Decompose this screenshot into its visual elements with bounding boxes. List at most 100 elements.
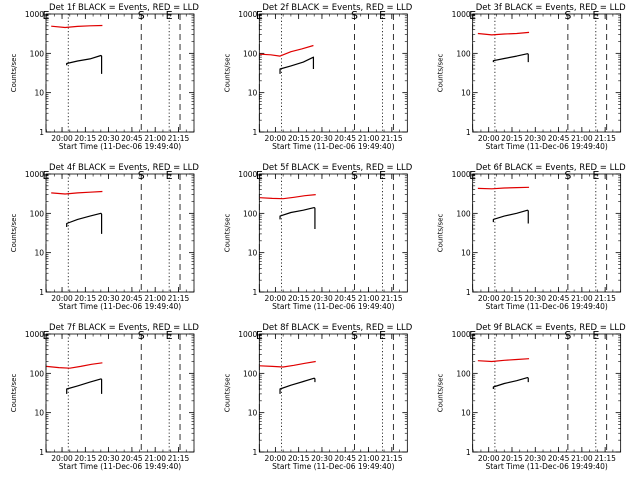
- lld-rate-line: [477, 31, 530, 36]
- plot-frame: [45, 13, 195, 133]
- time-marker-label: E: [469, 329, 476, 342]
- event-rate-line: [66, 378, 103, 394]
- x-tick-label: 20:15: [501, 134, 523, 143]
- x-axis-label: Start Time (11-Dec-06 19:49:40): [59, 302, 181, 311]
- x-tick-label: 20:15: [501, 294, 523, 303]
- time-marker-label: S: [564, 169, 571, 182]
- x-tick-label: 20:45: [121, 294, 143, 303]
- y-tick-label: 100: [30, 49, 45, 58]
- x-tick-label: 20:15: [288, 134, 310, 143]
- x-tick-label: 20:45: [548, 294, 570, 303]
- x-tick-label: 21:15: [594, 454, 616, 463]
- y-tick-label: 1000: [25, 170, 44, 179]
- plot-frame: [472, 333, 622, 453]
- event-rate-line: [66, 212, 103, 234]
- y-tick-label: 1: [39, 288, 44, 297]
- y-axis-label: Counts/sec: [10, 374, 18, 413]
- x-tick-label: 21:15: [168, 454, 190, 463]
- y-tick-label: 1000: [452, 10, 471, 19]
- chart-title: Det 5f BLACK = Events, RED = LLD: [262, 163, 412, 173]
- y-tick-label: 1: [253, 128, 258, 137]
- y-tick-label: 10: [248, 409, 258, 418]
- y-axis-label: Counts/sec: [437, 374, 445, 413]
- y-axis-label: Counts/sec: [223, 214, 231, 253]
- event-rate-line: [279, 56, 315, 74]
- chart-title: Det 8f BLACK = Events, RED = LLD: [262, 323, 412, 333]
- y-tick-label: 100: [456, 369, 471, 378]
- time-marker-label: E: [469, 9, 476, 22]
- x-tick-label: 20:15: [75, 294, 97, 303]
- y-tick-label: 10: [461, 249, 471, 258]
- lld-rate-line: [259, 44, 314, 57]
- y-axis-label: Counts/sec: [437, 54, 445, 93]
- x-tick-label: 21:15: [381, 134, 403, 143]
- plot-frame: [45, 173, 195, 293]
- x-tick-label: 20:00: [478, 134, 500, 143]
- y-tick-label: 100: [243, 209, 258, 218]
- chart-panel: Det 3f BLACK = Events, RED = LLD 1 10 100 10…: [437, 3, 626, 151]
- y-tick-label: 1: [466, 448, 471, 457]
- y-tick-label: 10: [34, 409, 44, 418]
- chart-title: Det 9f BLACK = Events, RED = LLD: [476, 323, 626, 333]
- x-axis-label: Start Time (11-Dec-06 19:49:40): [272, 302, 394, 311]
- chart-panel: Det 9f BLACK = Events, RED = LLD 1 10 100 10…: [437, 323, 626, 471]
- y-tick-label: 100: [30, 209, 45, 218]
- x-tick-label: 20:30: [98, 454, 120, 463]
- chart-panel: Det 7f BLACK = Events, RED = LLD 1 10 100 10…: [10, 323, 199, 471]
- lld-rate-line: [259, 194, 316, 200]
- lld-rate-line: [51, 24, 103, 29]
- x-tick-label: 21:15: [168, 294, 190, 303]
- time-marker-label: E: [43, 169, 50, 182]
- time-marker-label: E: [379, 9, 386, 22]
- time-marker-label: E: [592, 169, 599, 182]
- event-rate-line: [279, 377, 316, 394]
- x-tick-label: 21:15: [594, 134, 616, 143]
- time-marker-label: E: [43, 9, 50, 22]
- lld-rate-line: [259, 360, 316, 368]
- chart-title: Det 2f BLACK = Events, RED = LLD: [262, 3, 412, 13]
- x-tick-label: 21:00: [358, 134, 380, 143]
- x-tick-label: 21:00: [571, 134, 593, 143]
- y-axis-label: Counts/sec: [437, 214, 445, 253]
- x-tick-label: 20:15: [75, 134, 97, 143]
- y-tick-label: 100: [243, 369, 258, 378]
- x-axis-label: Start Time (11-Dec-06 19:49:40): [59, 142, 181, 151]
- time-marker-label: E: [379, 329, 386, 342]
- y-tick-label: 1000: [238, 10, 257, 19]
- y-tick-label: 1000: [452, 170, 471, 179]
- x-axis-label: Start Time (11-Dec-06 19:49:40): [272, 142, 394, 151]
- y-tick-label: 1: [466, 288, 471, 297]
- x-tick-label: 20:45: [121, 134, 143, 143]
- time-marker-label: S: [138, 329, 145, 342]
- x-tick-label: 20:45: [334, 454, 356, 463]
- lld-rate-line: [477, 358, 530, 363]
- lld-rate-line: [477, 186, 530, 190]
- y-tick-label: 1: [253, 448, 258, 457]
- x-tick-label: 21:00: [571, 454, 593, 463]
- time-marker-label: E: [469, 169, 476, 182]
- time-marker-label: S: [138, 169, 145, 182]
- time-marker-label: E: [166, 169, 173, 182]
- event-rate-line: [492, 376, 529, 389]
- x-tick-label: 21:15: [168, 134, 190, 143]
- x-tick-label: 21:15: [594, 294, 616, 303]
- time-marker-label: S: [351, 169, 358, 182]
- x-axis-label: Start Time (11-Dec-06 19:49:40): [485, 462, 607, 471]
- x-tick-label: 20:15: [288, 454, 310, 463]
- time-marker-label: E: [256, 9, 263, 22]
- time-marker-label: E: [379, 169, 386, 182]
- x-tick-label: 20:00: [51, 134, 73, 143]
- lld-rate-line: [51, 190, 103, 195]
- time-marker-label: E: [592, 9, 599, 22]
- plot-frame: [258, 333, 408, 453]
- y-tick-label: 100: [456, 209, 471, 218]
- event-rate-line: [279, 206, 316, 229]
- time-marker-label: E: [592, 329, 599, 342]
- chart-title: Det 1f BLACK = Events, RED = LLD: [49, 3, 199, 13]
- time-marker-label: E: [166, 9, 173, 22]
- x-axis-label: Start Time (11-Dec-06 19:49:40): [272, 462, 394, 471]
- chart-title: Det 7f BLACK = Events, RED = LLD: [49, 323, 199, 333]
- x-tick-label: 20:30: [98, 134, 120, 143]
- x-tick-label: 20:00: [51, 294, 73, 303]
- plot-frame: [472, 173, 622, 293]
